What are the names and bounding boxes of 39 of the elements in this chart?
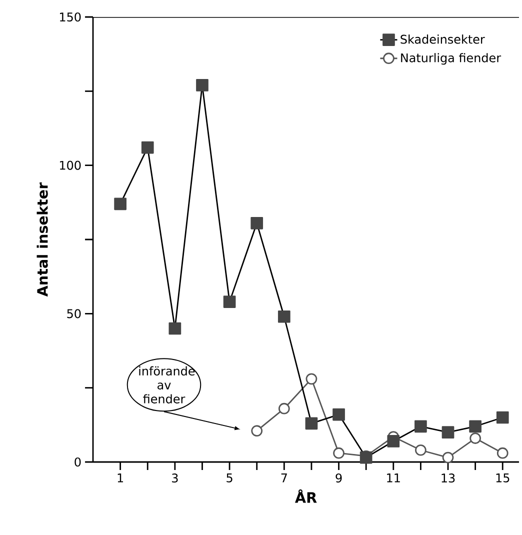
point — [387, 435, 400, 448]
point — [305, 417, 318, 430]
point — [141, 141, 154, 154]
y-axis-title: Antal insekter — [36, 182, 48, 297]
point — [114, 198, 126, 210]
x-tick-label: 1 — [118, 473, 124, 482]
point — [442, 426, 454, 439]
x-tick-label: 7 — [281, 473, 287, 482]
point — [415, 444, 426, 456]
point — [250, 217, 264, 230]
point — [496, 447, 508, 459]
x-tick-label: 11 — [387, 473, 400, 482]
point — [306, 373, 318, 385]
annotation: införande av fiender — [139, 366, 195, 404]
point — [496, 411, 509, 424]
y-tick-label: 50 — [67, 309, 81, 318]
y-tick-label: 0 — [74, 457, 81, 467]
x-tick-label: 5 — [226, 473, 232, 482]
point — [333, 447, 344, 459]
point — [278, 310, 290, 323]
x-axis-title: ÅR — [294, 489, 317, 503]
y-tick-label: 100 — [60, 160, 81, 170]
y-tick-label: 150 — [60, 12, 81, 22]
point — [196, 79, 208, 92]
x-tick-label: 9 — [336, 473, 342, 483]
point — [332, 408, 345, 421]
x-tick-label: 15 — [496, 473, 510, 482]
legend-label: Naturliga fiender — [401, 53, 502, 65]
point — [223, 296, 236, 308]
point — [470, 432, 481, 444]
point — [442, 452, 454, 464]
x-tick-label: 3 — [172, 473, 178, 483]
point — [469, 420, 482, 433]
point — [414, 420, 427, 433]
point — [278, 402, 290, 414]
x-tick-label: 13 — [442, 473, 455, 483]
legend-label: Skadeinsekter — [400, 34, 485, 44]
point — [251, 425, 263, 437]
point — [168, 322, 182, 335]
